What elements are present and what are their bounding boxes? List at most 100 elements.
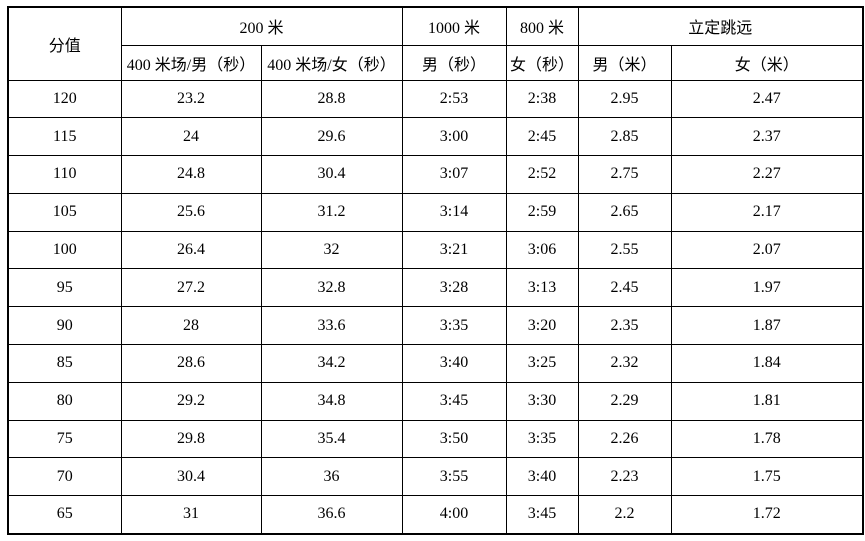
value-cell: 2.29 <box>577 381 672 421</box>
header-group-200m: 200 米 <box>120 6 403 46</box>
score-cell: 85 <box>7 344 122 383</box>
value-cell: 1.97 <box>670 268 864 308</box>
header-800m-female: 女（秒） <box>505 44 579 81</box>
header-1000m-male: 男（秒） <box>401 44 507 81</box>
value-cell: 3:55 <box>401 457 507 497</box>
value-cell: 2:59 <box>505 192 579 232</box>
header-group-standing-jump: 立定跳远 <box>577 6 864 46</box>
value-cell: 28.6 <box>120 344 262 383</box>
value-cell: 3:35 <box>401 306 507 346</box>
table-row: 90 28 33.6 3:35 3:20 2.35 1.87 <box>7 306 864 346</box>
score-cell: 90 <box>7 306 122 346</box>
value-cell: 3:40 <box>505 457 579 497</box>
table-row: 100 26.4 32 3:21 3:06 2.55 2.07 <box>7 230 864 270</box>
score-cell: 120 <box>7 79 122 119</box>
value-cell: 34.2 <box>260 344 403 383</box>
header-jump-male: 男（米） <box>577 44 672 81</box>
score-cell: 105 <box>7 192 122 232</box>
value-cell: 35.4 <box>260 419 403 459</box>
table-row: 120 23.2 28.8 2:53 2:38 2.95 2.47 <box>7 79 864 119</box>
value-cell: 2.65 <box>577 192 672 232</box>
value-cell: 4:00 <box>401 495 507 535</box>
header-group-1000m: 1000 米 <box>401 6 507 46</box>
score-cell: 75 <box>7 419 122 459</box>
table-row: 95 27.2 32.8 3:28 3:13 2.45 1.97 <box>7 268 864 308</box>
value-cell: 2.07 <box>670 230 864 270</box>
value-cell: 2.85 <box>577 117 672 157</box>
value-cell: 2:53 <box>401 79 507 119</box>
value-cell: 1.78 <box>670 419 864 459</box>
value-cell: 23.2 <box>120 79 262 119</box>
score-cell: 110 <box>7 155 122 194</box>
value-cell: 24 <box>120 117 262 157</box>
value-cell: 28 <box>120 306 262 346</box>
table-row: 105 25.6 31.2 3:14 2:59 2.65 2.17 <box>7 192 864 232</box>
value-cell: 3:35 <box>505 419 579 459</box>
value-cell: 3:28 <box>401 268 507 308</box>
value-cell: 3:45 <box>505 495 579 535</box>
value-cell: 33.6 <box>260 306 403 346</box>
table-row: 110 24.8 30.4 3:07 2:52 2.75 2.27 <box>7 155 864 194</box>
value-cell: 2.75 <box>577 155 672 194</box>
value-cell: 3:50 <box>401 419 507 459</box>
value-cell: 2.23 <box>577 457 672 497</box>
header-group-row: 分值 200 米 1000 米 800 米 立定跳远 <box>7 6 864 81</box>
value-cell: 2.37 <box>670 117 864 157</box>
value-cell: 3:45 <box>401 381 507 421</box>
value-cell: 24.8 <box>120 155 262 194</box>
value-cell: 3:40 <box>401 344 507 383</box>
value-cell: 2:45 <box>505 117 579 157</box>
header-group-800m: 800 米 <box>505 6 579 46</box>
value-cell: 26.4 <box>120 230 262 270</box>
header-400m-female: 400 米场/女（秒） <box>260 44 403 81</box>
value-cell: 30.4 <box>260 155 403 194</box>
value-cell: 30.4 <box>120 457 262 497</box>
value-cell: 3:14 <box>401 192 507 232</box>
value-cell: 31.2 <box>260 192 403 232</box>
table-body: 120 23.2 28.8 2:53 2:38 2.95 2.47 115 24 29.6 3:00… <box>7 79 864 535</box>
value-cell: 3:20 <box>505 306 579 346</box>
value-cell: 2:52 <box>505 155 579 194</box>
value-cell: 31 <box>120 495 262 535</box>
value-cell: 36.6 <box>260 495 403 535</box>
value-cell: 1.81 <box>670 381 864 421</box>
value-cell: 2.17 <box>670 192 864 232</box>
value-cell: 2:38 <box>505 79 579 119</box>
score-cell: 115 <box>7 117 122 157</box>
value-cell: 1.72 <box>670 495 864 535</box>
score-cell: 100 <box>7 230 122 270</box>
value-cell: 2.32 <box>577 344 672 383</box>
header-jump-female: 女（米） <box>670 44 864 81</box>
value-cell: 3:25 <box>505 344 579 383</box>
header-400m-male: 400 米场/男（秒） <box>120 44 262 81</box>
value-cell: 28.8 <box>260 79 403 119</box>
value-cell: 3:06 <box>505 230 579 270</box>
value-cell: 36 <box>260 457 403 497</box>
value-cell: 2.35 <box>577 306 672 346</box>
table-row: 65 31 36.6 4:00 3:45 2.2 1.72 <box>7 495 864 535</box>
value-cell: 1.87 <box>670 306 864 346</box>
value-cell: 27.2 <box>120 268 262 308</box>
value-cell: 29.8 <box>120 419 262 459</box>
value-cell: 3:07 <box>401 155 507 194</box>
value-cell: 1.84 <box>670 344 864 383</box>
value-cell: 2.27 <box>670 155 864 194</box>
value-cell: 2.47 <box>670 79 864 119</box>
value-cell: 34.8 <box>260 381 403 421</box>
value-cell: 29.2 <box>120 381 262 421</box>
value-cell: 3:30 <box>505 381 579 421</box>
score-cell: 65 <box>7 495 122 535</box>
value-cell: 3:00 <box>401 117 507 157</box>
table-row: 85 28.6 34.2 3:40 3:25 2.32 1.84 <box>7 344 864 383</box>
value-cell: 1.75 <box>670 457 864 497</box>
value-cell: 2.95 <box>577 79 672 119</box>
score-cell: 95 <box>7 268 122 308</box>
value-cell: 3:21 <box>401 230 507 270</box>
header-score: 分值 <box>7 6 122 81</box>
value-cell: 2.55 <box>577 230 672 270</box>
table-header: 分值 200 米 1000 米 800 米 立定跳远 400 米场/男（秒） 4… <box>7 6 864 81</box>
value-cell: 32.8 <box>260 268 403 308</box>
value-cell: 32 <box>260 230 403 270</box>
table-row: 80 29.2 34.8 3:45 3:30 2.29 1.81 <box>7 381 864 421</box>
fitness-score-table: 分值 200 米 1000 米 800 米 立定跳远 400 米场/男（秒） 4… <box>7 6 865 535</box>
